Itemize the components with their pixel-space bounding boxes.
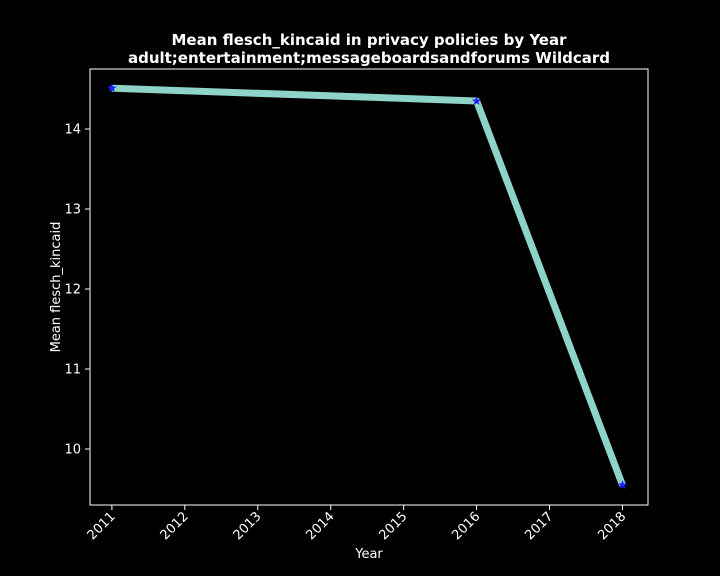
y-tick-label: 10 [64,443,81,458]
y-tick-label: 14 [64,123,81,138]
chart-title: Mean flesch_kincaid in privacy policies … [171,31,567,49]
x-tick-label: 2017 [522,509,556,543]
y-tick-label: 11 [64,363,81,378]
x-axis-label: Year [354,547,383,562]
x-tick-label: 2011 [85,509,119,543]
x-tick-label: 2015 [376,509,410,543]
x-tick-label: 2018 [595,509,629,543]
data-point-marker [617,480,628,489]
plot-area: 10 11 12 13 14 2011 2012 2013 2014 2015 2016 2017 20… [64,68,649,543]
plot-frame [89,68,649,506]
y-tick-label: 12 [64,283,81,298]
series-line [111,84,626,487]
x-tick-label: 2014 [304,509,338,543]
y-tick-label: 13 [64,203,81,218]
x-tick-label: 2013 [231,509,265,543]
x-tick-label: 2012 [158,509,192,543]
y-axis-label: Mean flesch_kincaid [49,222,64,353]
x-tick-label: 2016 [449,509,483,543]
chart-subtitle: adult;entertainment;messageboardsandforu… [128,49,610,67]
data-point-marker [471,96,482,105]
data-point-marker [107,83,117,93]
